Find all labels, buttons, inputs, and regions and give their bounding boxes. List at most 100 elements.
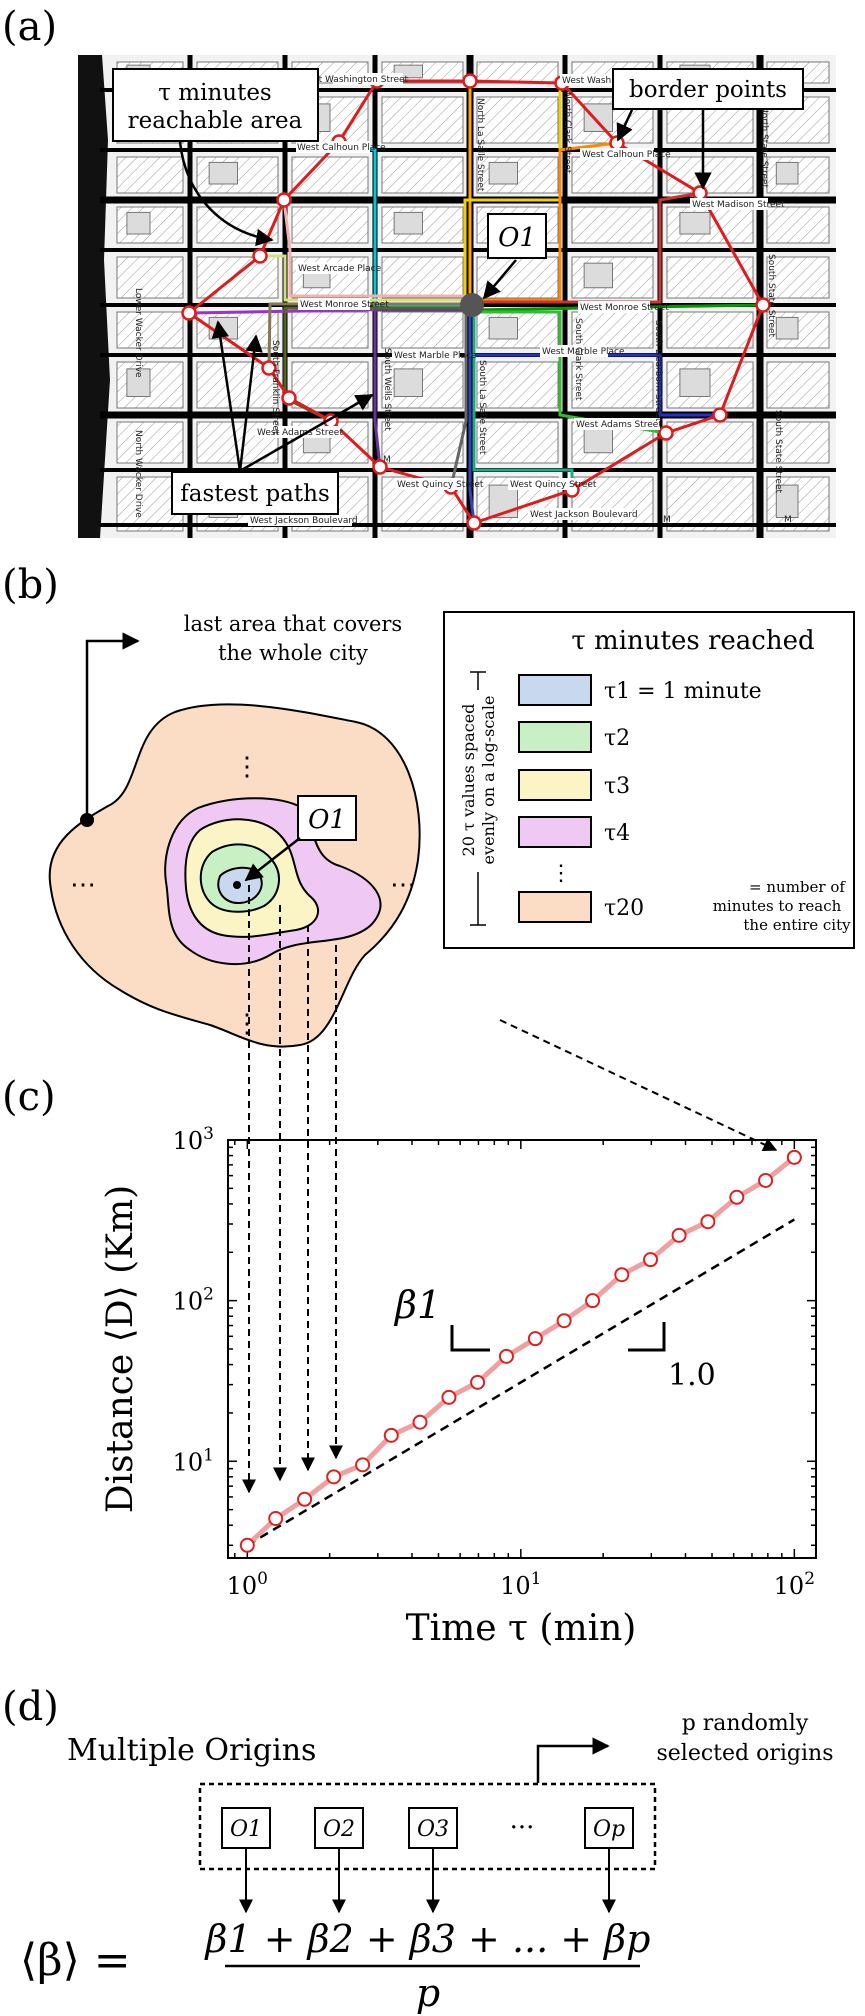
legend-swatch-tau1 <box>518 674 592 706</box>
building-block <box>381 311 464 349</box>
street-label: North La Salle Street <box>475 98 485 192</box>
building-block <box>766 421 830 464</box>
building <box>775 161 799 185</box>
metro-icon: M <box>663 515 671 525</box>
street-label: West Washi... <box>562 76 622 86</box>
panel-a-label: (a) <box>2 4 57 50</box>
street-label: West Marble Place <box>394 351 477 361</box>
data-point <box>671 1227 687 1243</box>
building-block <box>571 206 654 244</box>
vdots-bottom: ⋮ <box>234 1009 260 1039</box>
data-point <box>758 1172 774 1188</box>
building <box>775 316 799 340</box>
fastest-path <box>475 141 618 302</box>
data-point <box>441 1389 457 1405</box>
building-block <box>291 156 369 194</box>
fastest-path <box>468 312 476 524</box>
data-point <box>585 1293 601 1309</box>
data-point <box>614 1267 630 1283</box>
panel-d-label: (d) <box>2 1684 59 1730</box>
callout-last-line2: the whole city <box>218 641 368 665</box>
building <box>393 368 423 397</box>
building-block <box>196 256 279 299</box>
fastest-path <box>267 302 466 369</box>
blob-ellipses: ⋯ ⋯ ⋮ ⋮ <box>70 752 416 1039</box>
data-point <box>268 1511 284 1527</box>
building-block <box>571 311 654 349</box>
border-point <box>181 305 197 321</box>
x-tick-label: 102 <box>774 1569 815 1600</box>
border-point <box>252 248 268 264</box>
building-block <box>766 361 830 409</box>
building-block <box>766 206 830 244</box>
legend-label-tau1: τ1 = 1 minute <box>604 679 762 704</box>
street-label: West Quincy Street <box>510 480 597 490</box>
street-label: North Wacker Drive <box>133 430 143 518</box>
callout-paths-text: fastest paths <box>180 481 330 507</box>
data-point <box>700 1214 716 1230</box>
building-block <box>476 61 559 84</box>
building-block <box>291 206 369 244</box>
building-block <box>666 311 754 349</box>
data-point <box>556 1313 572 1329</box>
origin-point <box>460 293 484 317</box>
street-labels: West Washington Street West Washi... Wes… <box>133 73 792 526</box>
building <box>126 211 151 235</box>
data-point <box>412 1414 428 1430</box>
street-label: West Adams Street <box>576 420 662 430</box>
data-point <box>527 1331 543 1347</box>
street-label: West Jackson Boulevard <box>250 516 358 526</box>
legend-label-tau2: τ2 <box>604 726 630 751</box>
building <box>208 161 238 185</box>
street-label: South State Street <box>766 254 776 338</box>
origin-boxes: O1 O2 O3 ··· Op <box>221 1807 634 1849</box>
fastest-path <box>373 308 472 468</box>
border-point <box>658 425 674 441</box>
fastest-path <box>260 254 468 302</box>
connector-arrows <box>242 885 778 1494</box>
building <box>488 161 518 185</box>
origin-callout-b: O1 <box>244 795 357 882</box>
callout-reachable-line1: τ minutes <box>158 80 271 106</box>
legend-label-tau4: τ4 <box>604 821 630 846</box>
axis-ticks <box>228 1139 816 1558</box>
y-axis-label: Distance ⟨D⟩ (Km) <box>100 1185 141 1513</box>
slope-label: β1 <box>393 1283 441 1327</box>
border-point <box>755 297 771 313</box>
building-block <box>291 311 369 349</box>
legend-swatch-tau2 <box>518 721 592 753</box>
y-tick-label: 101 <box>173 1445 214 1476</box>
building-block <box>381 421 464 464</box>
legend-label-tau20: τ20 <box>604 896 644 921</box>
border-point <box>712 407 728 423</box>
legend-swatch-tau20 <box>518 891 592 923</box>
data-point <box>297 1491 313 1507</box>
fastest-path <box>449 312 468 488</box>
formula-lhs: ⟨β⟩ = <box>20 1935 131 1986</box>
callout-random-origins: p randomly selected origins <box>536 1711 834 1783</box>
street-label: South La Salle Street <box>477 360 487 455</box>
building <box>679 211 711 235</box>
building-block <box>381 156 464 194</box>
x-tick-label: 100 <box>227 1569 268 1600</box>
formula-numerator: β1 + β2 + β3 + ... + βp <box>204 1917 651 1961</box>
x-axis-label: Time τ (min) <box>406 1608 637 1649</box>
legend-swatch-tau4 <box>518 816 592 848</box>
street-label: Lower Wacker Drive <box>133 288 143 378</box>
average-beta-formula: ⟨β⟩ = β1 + β2 + β3 + ... + βp p <box>20 1917 650 2015</box>
building <box>126 368 151 397</box>
building <box>393 211 423 235</box>
data-point <box>383 1427 399 1443</box>
street-label: South Wells Street <box>382 348 392 431</box>
origin-1: O1 <box>230 1817 262 1842</box>
metro-icon: M <box>784 515 792 525</box>
street-label: West Madison Street <box>692 200 785 210</box>
building-block <box>666 476 754 532</box>
street-label: South Dearborn Street <box>653 320 663 422</box>
building-block <box>381 96 464 144</box>
data-point <box>326 1469 342 1485</box>
border-point <box>372 459 388 475</box>
y-tick-label: 102 <box>173 1285 214 1316</box>
data-point <box>786 1149 802 1165</box>
building-block <box>476 421 559 464</box>
